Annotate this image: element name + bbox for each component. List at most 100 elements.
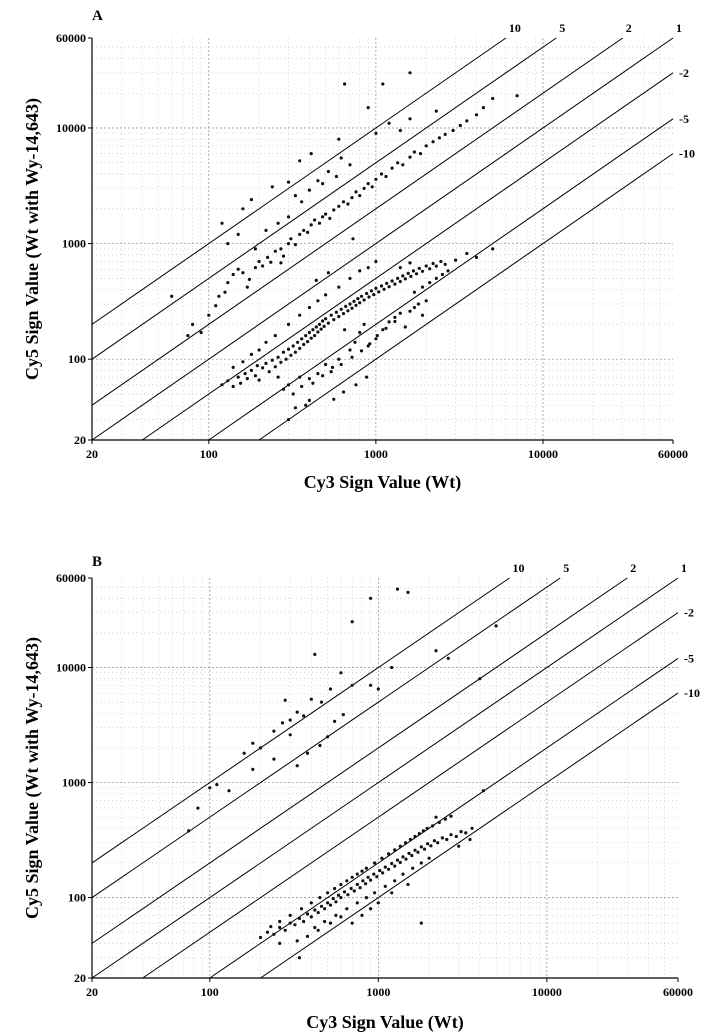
data-point xyxy=(355,882,359,887)
data-point xyxy=(401,163,405,167)
data-point xyxy=(326,735,330,739)
data-point xyxy=(412,150,416,154)
data-point xyxy=(298,159,302,163)
reference-line-label: -5 xyxy=(684,651,694,665)
data-point xyxy=(307,398,311,402)
data-point xyxy=(409,274,413,278)
data-point xyxy=(362,186,366,190)
data-point xyxy=(440,836,444,840)
data-point xyxy=(404,857,408,861)
data-point xyxy=(350,921,354,925)
data-point xyxy=(186,334,190,338)
data-point xyxy=(374,131,378,135)
data-point xyxy=(215,783,219,787)
data-point xyxy=(334,310,338,314)
data-point xyxy=(309,336,313,340)
x-tick-label: 60000 xyxy=(663,985,693,999)
data-point xyxy=(269,260,273,264)
y-tick-label: 10000 xyxy=(56,121,86,135)
data-point xyxy=(316,299,320,303)
data-point xyxy=(401,274,405,278)
data-point xyxy=(279,247,283,251)
data-point xyxy=(390,166,394,170)
data-point xyxy=(316,372,320,376)
data-point xyxy=(313,925,317,930)
data-point xyxy=(358,330,362,335)
data-point xyxy=(366,266,370,270)
data-point xyxy=(370,185,374,189)
data-point xyxy=(408,117,412,121)
data-point xyxy=(440,272,444,277)
data-point xyxy=(443,817,447,821)
grid xyxy=(92,38,673,440)
reference-line-1 xyxy=(91,37,557,360)
data-point xyxy=(297,916,301,921)
data-point xyxy=(375,875,379,879)
data-point xyxy=(387,121,391,125)
reference-line-label: 10 xyxy=(512,561,524,575)
data-point xyxy=(226,242,230,246)
data-point xyxy=(424,264,428,268)
data-point xyxy=(293,406,297,410)
data-point xyxy=(253,266,257,270)
data-point xyxy=(420,285,425,289)
data-point xyxy=(352,299,356,303)
data-point xyxy=(437,136,441,140)
data-point xyxy=(381,82,385,86)
data-point xyxy=(269,925,273,929)
data-point xyxy=(288,921,292,925)
data-point xyxy=(376,687,380,691)
data-point xyxy=(424,299,428,303)
data-point xyxy=(289,353,293,357)
data-point xyxy=(251,741,255,745)
data-point xyxy=(403,277,407,281)
data-point xyxy=(352,889,356,893)
data-point xyxy=(360,913,364,918)
data-point xyxy=(317,322,322,326)
data-point xyxy=(459,830,463,834)
data-point xyxy=(249,368,253,372)
data-point xyxy=(346,202,350,206)
data-point xyxy=(341,713,345,717)
reference-line-0 xyxy=(91,577,510,864)
data-point xyxy=(276,355,280,359)
data-point xyxy=(302,342,306,347)
data-point xyxy=(302,228,306,232)
data-point xyxy=(358,301,362,305)
data-point xyxy=(266,255,270,259)
x-axis-title: Cy3 Sign Value (Wt) xyxy=(304,472,462,493)
data-point xyxy=(369,683,373,687)
data-point xyxy=(408,155,412,159)
data-point xyxy=(359,294,364,298)
data-point xyxy=(304,403,308,407)
data-point xyxy=(345,879,349,883)
scatter-panel-b: 10 5 2 1 -2 -5 -10 20 100 1000 10000 60000 20 100 1000… xyxy=(22,554,700,1033)
data-point xyxy=(332,397,336,401)
data-point xyxy=(398,279,402,284)
data-point xyxy=(359,349,364,353)
data-point xyxy=(355,901,359,905)
data-point xyxy=(387,867,391,871)
data-point xyxy=(356,297,360,301)
data-point xyxy=(302,714,306,718)
x-tick-label: 60000 xyxy=(658,447,688,461)
data-point xyxy=(317,221,322,225)
reference-line-label: 1 xyxy=(681,561,687,575)
data-point xyxy=(449,833,453,837)
y-tick-label: 100 xyxy=(68,891,86,905)
data-point xyxy=(311,381,315,385)
data-point xyxy=(339,896,343,900)
data-point xyxy=(306,230,310,234)
reference-line-label: -2 xyxy=(679,66,689,80)
data-point xyxy=(379,284,384,288)
data-point xyxy=(355,872,359,876)
data-point xyxy=(398,311,402,315)
data-point xyxy=(231,384,235,389)
data-point xyxy=(374,177,378,181)
data-point xyxy=(306,340,310,344)
data-point xyxy=(364,882,368,886)
data-point xyxy=(454,258,458,262)
data-point xyxy=(454,834,458,839)
data-point xyxy=(383,865,387,869)
data-point xyxy=(281,350,286,354)
